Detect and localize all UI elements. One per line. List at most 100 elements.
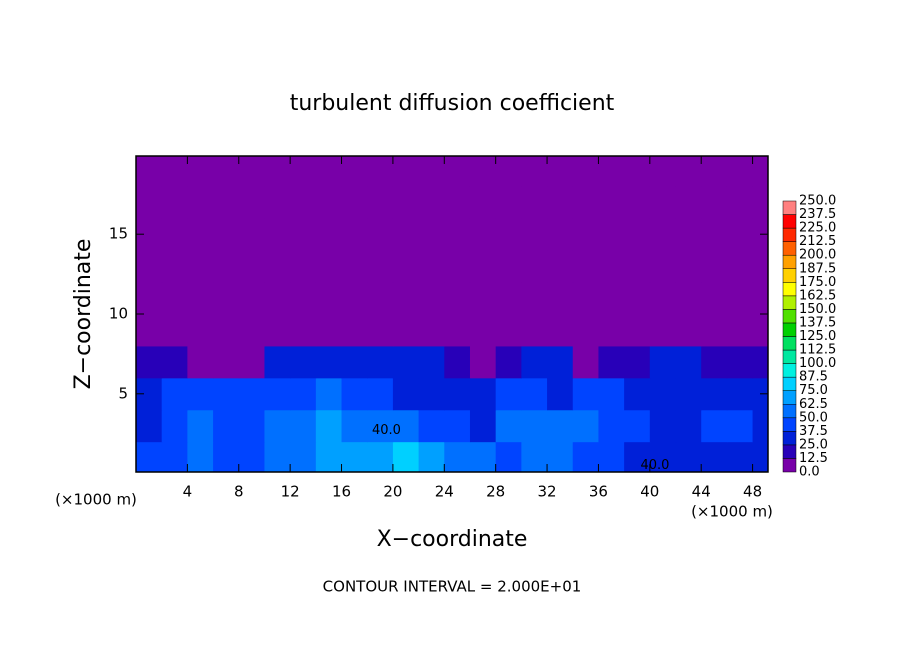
x-tick-label: 28 (486, 483, 505, 501)
cell (161, 377, 188, 411)
cell (547, 345, 574, 379)
cell (572, 218, 599, 251)
cell (418, 377, 445, 411)
cell (521, 186, 548, 219)
field (136, 156, 768, 472)
cell (238, 218, 265, 251)
cell (649, 377, 677, 411)
cell (726, 250, 754, 283)
cell (675, 156, 702, 187)
cell (341, 441, 368, 472)
cell (264, 218, 291, 251)
cell (752, 345, 768, 379)
cell (701, 345, 728, 379)
cell (495, 156, 522, 187)
cell (444, 409, 471, 443)
cell (213, 377, 240, 411)
colorbar-label: 50.0 (799, 410, 828, 425)
cell (572, 409, 599, 443)
cell (649, 409, 677, 443)
colorbar-label: 187.5 (799, 261, 836, 276)
cell (624, 282, 651, 315)
colorbar-label: 250.0 (799, 194, 836, 209)
cell (572, 377, 599, 411)
cell (521, 441, 548, 472)
cell (315, 218, 343, 251)
cell (701, 250, 728, 283)
cell (213, 345, 240, 379)
cell (264, 250, 291, 283)
cell (598, 250, 625, 283)
cell (624, 186, 651, 219)
cell (598, 345, 625, 379)
colorbar-swatch (782, 336, 797, 351)
cell (675, 218, 702, 251)
cell (290, 250, 317, 283)
cell (444, 218, 471, 251)
colorbar-swatch (782, 376, 797, 391)
cell (161, 345, 188, 379)
cell (290, 409, 317, 443)
y-tick-label: 5 (118, 384, 128, 402)
cell (238, 250, 265, 283)
cell (547, 250, 574, 283)
colorbar-swatch (782, 282, 797, 297)
colorbar-label: 137.5 (799, 315, 836, 330)
colorbar-label: 125.0 (799, 329, 836, 344)
cell (264, 282, 291, 315)
cell (238, 409, 265, 443)
cell (444, 186, 471, 219)
cell (598, 409, 625, 443)
colorbar-label: 237.5 (799, 207, 836, 222)
x-axis-label: X−coordinate (377, 527, 528, 552)
cell (701, 218, 728, 251)
chart-title: turbulent diffusion coefficient (290, 91, 615, 116)
cell (521, 156, 548, 187)
cell (495, 186, 522, 219)
cell (701, 377, 728, 411)
cell (341, 282, 368, 315)
x-unit-label: (×1000 m) (691, 503, 773, 521)
cell (213, 186, 240, 219)
colorbar-swatch (782, 458, 797, 473)
footer: CONTOUR INTERVAL = 2.000E+01 (323, 578, 582, 596)
cell (264, 156, 291, 187)
cell (418, 409, 445, 443)
cell (469, 250, 497, 283)
cell (701, 282, 728, 315)
cell (495, 250, 522, 283)
cell (136, 282, 163, 315)
cell (752, 314, 768, 347)
cell (367, 186, 394, 219)
contour-label: 40.0 (372, 423, 401, 438)
colorbar-label: 75.0 (799, 383, 828, 398)
cell (187, 186, 214, 219)
cell (675, 282, 702, 315)
cell (726, 282, 754, 315)
x-tick-label: 20 (383, 483, 402, 501)
cell (752, 250, 768, 283)
cell (726, 218, 754, 251)
cell (392, 282, 420, 315)
cell (675, 409, 702, 443)
cell (315, 156, 343, 187)
cell (469, 345, 497, 379)
cell (315, 250, 343, 283)
cell (418, 345, 445, 379)
cell (187, 441, 214, 472)
contour-label: 40.0 (640, 458, 669, 473)
cell (444, 250, 471, 283)
cell (521, 314, 548, 347)
cell (649, 156, 677, 187)
cell (238, 282, 265, 315)
cell (444, 345, 471, 379)
cell (161, 282, 188, 315)
cell (726, 345, 754, 379)
cell (161, 186, 188, 219)
cell (213, 441, 240, 472)
cell (469, 186, 497, 219)
cell (367, 282, 394, 315)
cell (444, 377, 471, 411)
cell (495, 218, 522, 251)
cell (649, 218, 677, 251)
